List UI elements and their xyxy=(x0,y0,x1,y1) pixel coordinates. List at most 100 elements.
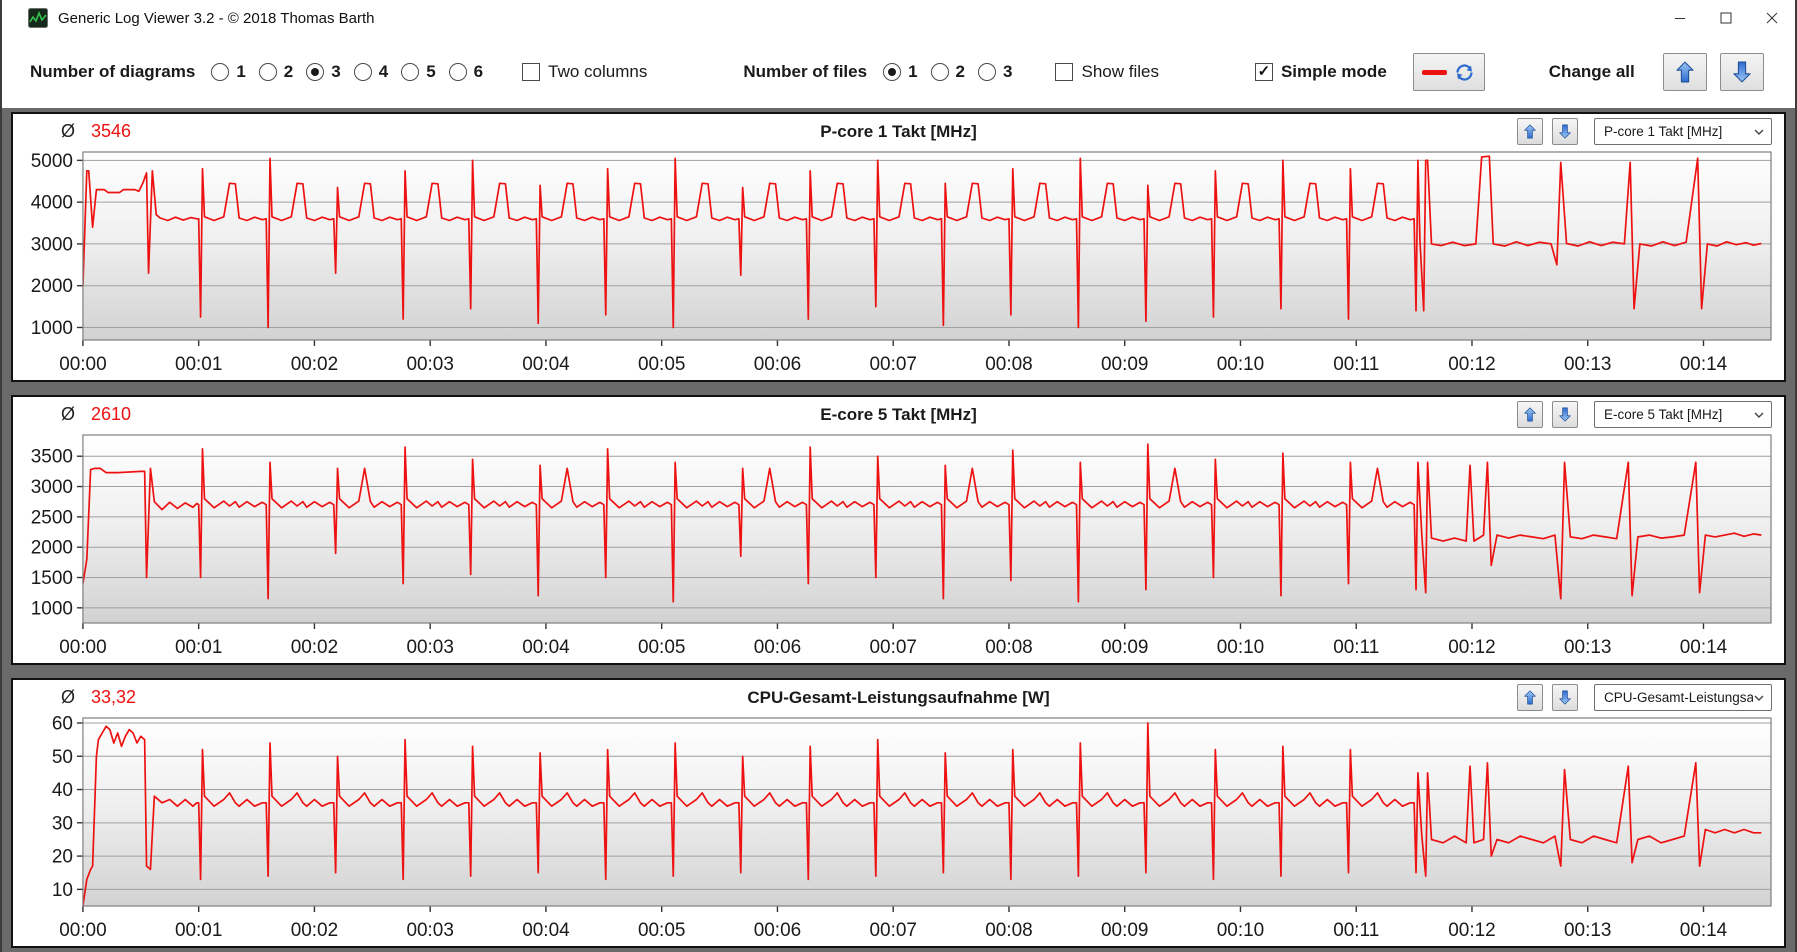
signal-dropdown[interactable]: CPU-Gesamt-Leistungsau xyxy=(1594,684,1772,711)
change-all-down-button[interactable] xyxy=(1719,53,1764,91)
chart-header: Ø 33,32 CPU-Gesamt-Leistungsaufnahme [W]… xyxy=(13,680,1784,716)
chart-header: Ø 3546 P-core 1 Takt [MHz] P-core 1 Takt… xyxy=(13,114,1784,150)
radio-circle xyxy=(258,63,277,81)
simple-mode-checkbox[interactable]: ✓ Simple mode xyxy=(1254,62,1387,82)
svg-text:00:12: 00:12 xyxy=(1448,920,1495,941)
two-columns-checkbox[interactable]: ✓ Two columns xyxy=(522,62,647,82)
svg-text:1500: 1500 xyxy=(31,568,73,589)
minimize-button[interactable] xyxy=(1657,0,1703,36)
radio-files-1[interactable]: 1 xyxy=(883,62,918,82)
move-down-button[interactable] xyxy=(1552,401,1578,428)
svg-text:00:08: 00:08 xyxy=(985,920,1032,941)
close-button[interactable] xyxy=(1749,0,1795,36)
radio-files-2[interactable]: 2 xyxy=(930,62,966,82)
radio-diagrams-6[interactable]: 6 xyxy=(448,62,484,82)
move-up-button[interactable] xyxy=(1517,684,1543,711)
svg-text:00:12: 00:12 xyxy=(1448,354,1495,375)
chart-panel-ecore: Ø 2610 E-core 5 Takt [MHz] E-core 5 Takt… xyxy=(11,395,1786,665)
signal-dropdown-value: E-core 5 Takt [MHz] xyxy=(1604,407,1723,422)
radio-diagrams-4[interactable]: 4 xyxy=(353,62,389,82)
show-files-checkbox[interactable]: ✓ Show files xyxy=(1055,62,1159,82)
radio-circle xyxy=(930,63,949,81)
svg-text:1000: 1000 xyxy=(31,598,73,619)
svg-text:2000: 2000 xyxy=(31,276,73,297)
line-style-button[interactable] xyxy=(1412,53,1485,91)
average-value: 3546 xyxy=(91,121,132,141)
svg-text:00:14: 00:14 xyxy=(1680,637,1727,658)
svg-text:60: 60 xyxy=(52,716,73,734)
signal-dropdown[interactable]: P-core 1 Takt [MHz] xyxy=(1594,118,1772,145)
move-down-button[interactable] xyxy=(1552,118,1578,145)
files-radio-group: 1 2 3 xyxy=(883,62,1025,82)
number-of-diagrams-label: Number of diagrams xyxy=(30,62,196,81)
radio-label: 2 xyxy=(283,62,294,81)
svg-text:00:06: 00:06 xyxy=(754,637,801,658)
radio-diagrams-2[interactable]: 2 xyxy=(258,62,294,82)
signal-dropdown[interactable]: E-core 5 Takt [MHz] xyxy=(1594,401,1772,428)
average-symbol: Ø xyxy=(61,121,76,141)
svg-text:2000: 2000 xyxy=(31,538,73,559)
svg-text:00:10: 00:10 xyxy=(1217,920,1264,941)
refresh-icon xyxy=(1456,63,1473,81)
svg-text:00:08: 00:08 xyxy=(985,637,1032,658)
svg-text:50: 50 xyxy=(52,747,73,768)
svg-text:5000: 5000 xyxy=(31,151,73,172)
change-all-up-button[interactable] xyxy=(1662,53,1707,91)
svg-text:3500: 3500 xyxy=(31,447,73,468)
chart-plot[interactable]: 10 20 30 40 50 60 00:00 00:01 00:02 00:03 00:04 00:… xyxy=(13,716,1784,950)
window-title: Generic Log Viewer 3.2 - © 2018 Thomas B… xyxy=(58,9,375,27)
radio-circle xyxy=(448,63,467,81)
chart-panel-power: Ø 33,32 CPU-Gesamt-Leistungsaufnahme [W]… xyxy=(11,678,1786,948)
average-readout: Ø 3546 xyxy=(61,121,131,142)
svg-text:00:10: 00:10 xyxy=(1217,637,1264,658)
radio-diagrams-1[interactable]: 1 xyxy=(211,62,246,82)
svg-text:00:06: 00:06 xyxy=(754,354,801,375)
radio-diagrams-3[interactable]: 3 xyxy=(306,62,341,82)
svg-text:00:11: 00:11 xyxy=(1333,354,1379,375)
svg-text:00:05: 00:05 xyxy=(638,637,685,658)
chart-plot[interactable]: 1000 2000 3000 4000 5000 00:00 00:01 00:02 00:03… xyxy=(13,150,1784,384)
checkbox-box: ✓ xyxy=(1254,63,1273,81)
signal-dropdown-value: P-core 1 Takt [MHz] xyxy=(1604,124,1723,139)
line-color-swatch xyxy=(1422,69,1448,75)
arrow-up-icon xyxy=(1524,689,1536,706)
chart-controls: E-core 5 Takt [MHz] xyxy=(1508,401,1772,428)
radio-circle xyxy=(211,63,230,81)
chart-plot[interactable]: 1000 1500 2000 2500 3000 3500 00:00 00:01 00:02 0… xyxy=(13,433,1784,667)
radio-label: 6 xyxy=(473,62,484,81)
radio-files-3[interactable]: 3 xyxy=(978,62,1012,82)
svg-text:00:10: 00:10 xyxy=(1217,354,1264,375)
svg-text:00:04: 00:04 xyxy=(522,920,569,941)
chart-controls: P-core 1 Takt [MHz] xyxy=(1508,118,1772,145)
move-up-button[interactable] xyxy=(1517,118,1543,145)
svg-text:00:06: 00:06 xyxy=(754,920,801,941)
svg-text:00:02: 00:02 xyxy=(291,920,338,941)
svg-text:00:02: 00:02 xyxy=(291,637,338,658)
arrow-up-icon xyxy=(1524,406,1536,423)
average-symbol: Ø xyxy=(61,404,76,424)
svg-text:4000: 4000 xyxy=(31,193,73,214)
svg-text:00:01: 00:01 xyxy=(175,354,222,375)
minimize-icon xyxy=(1675,18,1685,19)
svg-text:00:13: 00:13 xyxy=(1564,920,1611,941)
svg-text:1000: 1000 xyxy=(31,318,73,339)
svg-text:00:11: 00:11 xyxy=(1333,637,1379,658)
checkbox-box: ✓ xyxy=(522,63,541,81)
app-icon xyxy=(28,8,48,28)
window-controls xyxy=(1657,0,1795,36)
radio-label: 2 xyxy=(955,62,966,81)
maximize-icon xyxy=(1720,12,1732,24)
move-up-button[interactable] xyxy=(1517,401,1543,428)
svg-text:00:01: 00:01 xyxy=(175,920,222,941)
svg-text:00:04: 00:04 xyxy=(522,354,569,375)
maximize-button[interactable] xyxy=(1703,0,1749,36)
radio-label: 4 xyxy=(378,62,389,81)
svg-text:00:13: 00:13 xyxy=(1564,637,1611,658)
svg-text:40: 40 xyxy=(52,780,73,801)
move-down-button[interactable] xyxy=(1552,684,1578,711)
svg-text:00:02: 00:02 xyxy=(291,354,338,375)
arrow-up-icon xyxy=(1676,61,1694,83)
radio-diagrams-5[interactable]: 5 xyxy=(401,62,436,82)
number-of-files-label: Number of files xyxy=(743,62,868,81)
